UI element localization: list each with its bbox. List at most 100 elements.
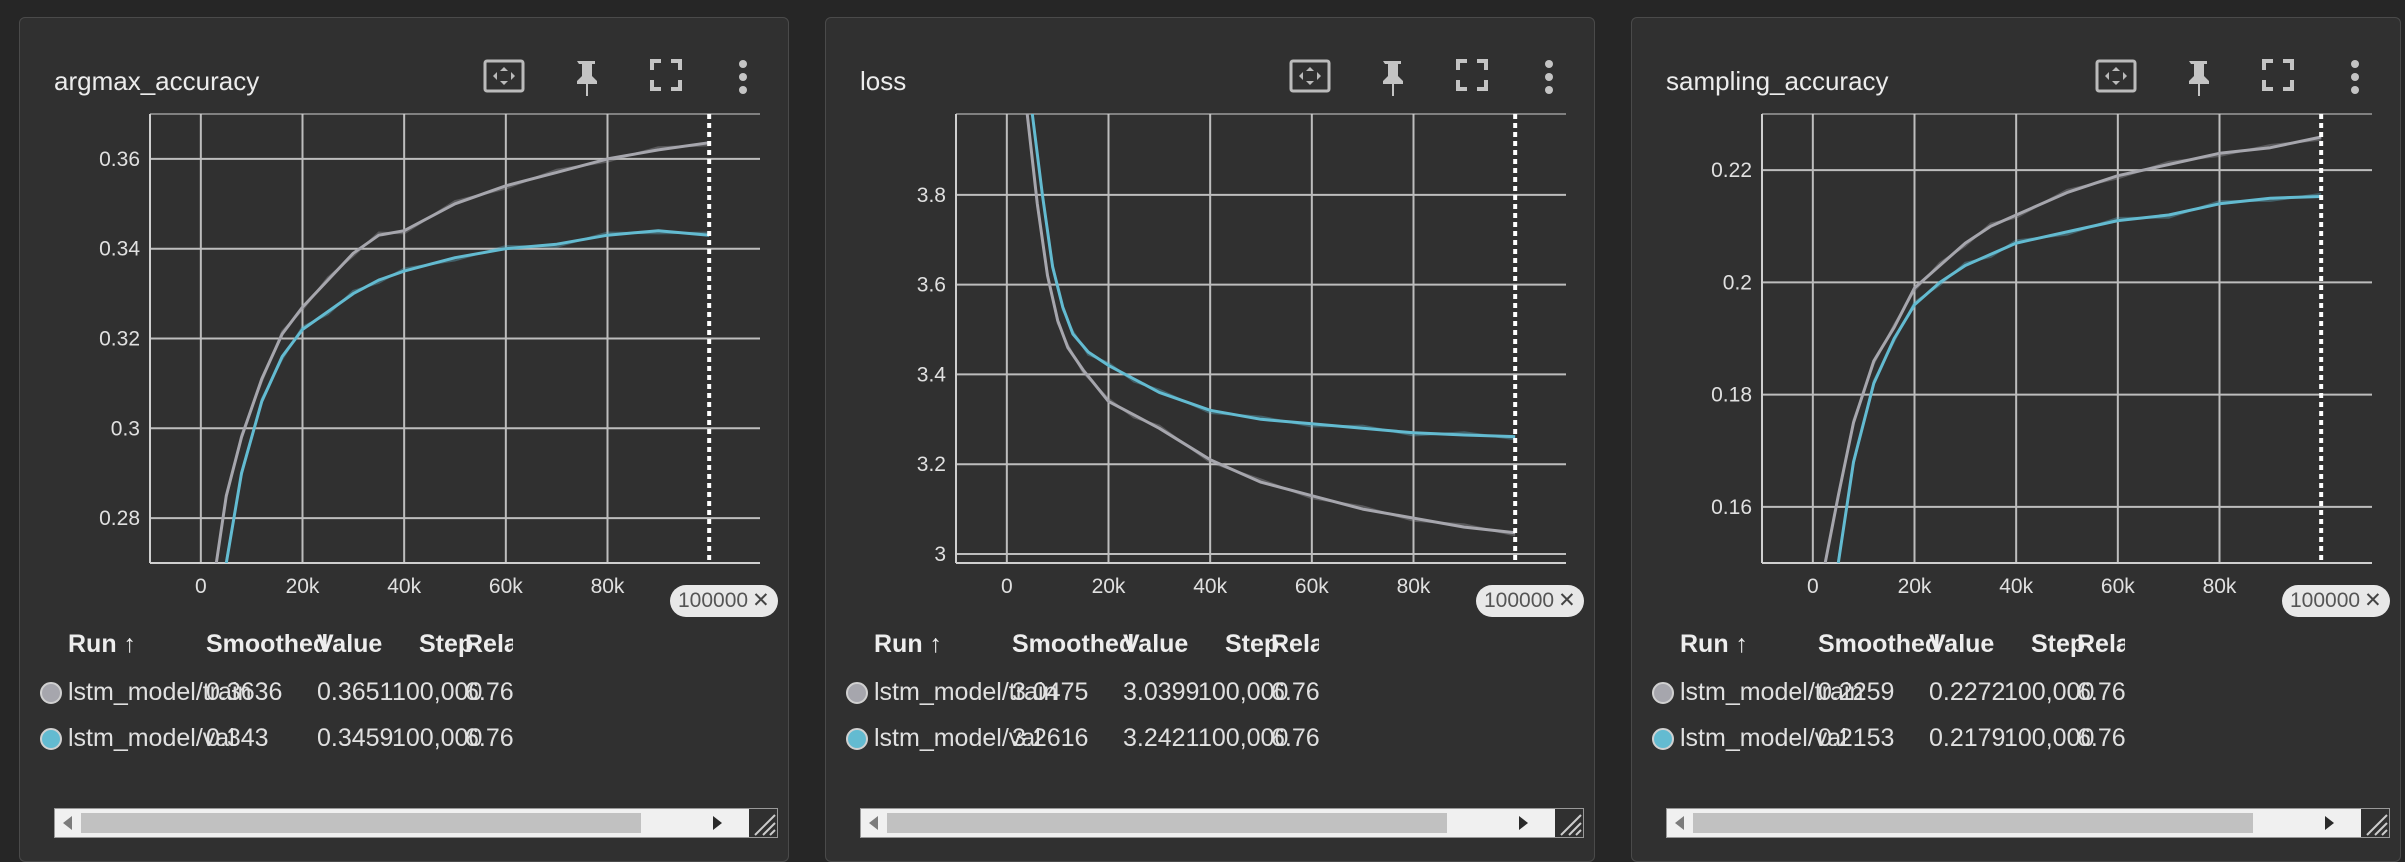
scroll-left-icon[interactable] [1675, 816, 1684, 830]
relative-value: 6.76 [465, 724, 513, 752]
series-line [1823, 135, 2322, 563]
relative-value: 6.76 [1271, 678, 1319, 706]
fit-domain-icon[interactable] [482, 58, 526, 94]
col-header-relative[interactable]: Relative [2077, 630, 2125, 658]
run-color-swatch[interactable] [1652, 728, 1674, 750]
scroll-left-icon[interactable] [63, 816, 72, 830]
col-header-smoothed[interactable]: Smoothed [1818, 630, 1941, 658]
chart-card: loss 0 20k 40k 60k 80k 3 3.2 3.4 3.6 3.8 100000 ✕ Run… [825, 17, 1595, 862]
y-tick-label: 0.2 [1723, 271, 1752, 294]
col-header-relative-clip: Relative [1271, 630, 1319, 670]
col-header-step[interactable]: Step [1225, 630, 1280, 658]
series-line [1025, 114, 1516, 535]
line-chart: 0 20k 40k 60k 80k 3 3.2 3.4 3.6 3.8 [917, 113, 1566, 598]
chart-title: sampling_accuracy [1666, 66, 1889, 96]
x-tick-label: 80k [2203, 575, 2237, 598]
run-color-swatch[interactable] [846, 682, 868, 704]
col-header-step[interactable]: Step [2031, 630, 2086, 658]
pin-icon[interactable] [2180, 58, 2216, 98]
table-resize-handle-icon[interactable] [1555, 809, 1583, 837]
step-chip[interactable]: 100000 ✕ [670, 585, 778, 617]
x-tick-label: 20k [286, 575, 320, 598]
close-icon[interactable]: ✕ [1558, 589, 1576, 612]
pin-icon[interactable] [568, 58, 604, 98]
scrollbar-thumb[interactable] [1693, 813, 2253, 833]
y-tick-label: 3.2 [917, 453, 946, 476]
run-color-swatch[interactable] [40, 682, 62, 704]
scroll-right-icon[interactable] [713, 816, 722, 830]
y-tick-label: 3.4 [917, 363, 947, 386]
line-chart: 0 20k 40k 60k 80k 0.16 0.18 0.2 0.22 [1711, 113, 2372, 598]
raw-value: 3.0399 [1123, 678, 1200, 706]
run-name: lstm_model/val [874, 724, 1041, 752]
more-vert-icon[interactable] [736, 58, 750, 96]
scrollbar-thumb[interactable] [887, 813, 1447, 833]
step-value: 100,000 [392, 678, 483, 706]
horizontal-scrollbar[interactable] [1666, 808, 2390, 838]
col-header-value[interactable]: Value [1929, 630, 1995, 658]
table-resize-handle-icon[interactable] [2361, 809, 2389, 837]
step-value: 100,000 [2004, 678, 2095, 706]
pin-icon[interactable] [1374, 58, 1410, 98]
relative-value: 6.76 [2077, 724, 2125, 752]
x-tick-label: 80k [591, 575, 625, 598]
more-vert-icon[interactable] [2348, 58, 2362, 96]
fit-domain-icon[interactable] [1288, 58, 1332, 94]
fullscreen-icon[interactable] [2261, 58, 2295, 92]
y-tick-label: 0.28 [99, 507, 140, 530]
scroll-left-icon[interactable] [869, 816, 878, 830]
horizontal-scrollbar[interactable] [54, 808, 778, 838]
smoothed-value: 0.2259 [1818, 678, 1895, 706]
x-tick-label: 60k [489, 575, 523, 598]
x-tick-label: 0 [195, 575, 207, 598]
scrollbar-thumb[interactable] [81, 813, 641, 833]
scroll-right-icon[interactable] [2325, 816, 2334, 830]
relative-value: 6.76 [465, 678, 513, 706]
x-tick-label: 40k [387, 575, 421, 598]
step-chip[interactable]: 100000 ✕ [2282, 585, 2390, 617]
raw-value: 0.3651 [317, 678, 394, 706]
series-line [1836, 195, 2322, 563]
scroll-right-icon[interactable] [1519, 816, 1528, 830]
horizontal-scrollbar[interactable] [860, 808, 1584, 838]
run-name: lstm_model/val [1680, 724, 1847, 752]
col-header-value[interactable]: Value [1123, 630, 1189, 658]
fit-domain-icon[interactable] [2094, 58, 2138, 94]
col-header-relative[interactable]: Relative [465, 630, 513, 658]
x-tick-label: 0 [1807, 575, 1819, 598]
relative-value-clip: 6.76 [1271, 724, 1319, 764]
series-raw-line [215, 144, 710, 563]
col-header-run[interactable]: Run ↑ [874, 630, 943, 658]
chart-card: sampling_accuracy 0 20k 40k 60k 80k 0.16 0.18 0.… [1631, 17, 2401, 862]
col-header-value[interactable]: Value [317, 630, 383, 658]
y-tick-label: 0.18 [1711, 384, 1752, 407]
run-name: lstm_model/train [68, 678, 252, 706]
fullscreen-icon[interactable] [1455, 58, 1489, 92]
series-raw-line [1026, 114, 1516, 537]
run-color-swatch[interactable] [1652, 682, 1674, 704]
col-header-smoothed[interactable]: Smoothed [1012, 630, 1135, 658]
step-chip[interactable]: 100000 ✕ [1476, 585, 1584, 617]
run-color-swatch[interactable] [40, 728, 62, 750]
col-header-step[interactable]: Step [419, 630, 474, 658]
series-raw-line [1837, 192, 2322, 561]
step-chip-label: 100000 [2290, 589, 2361, 612]
x-tick-label: 80k [1397, 575, 1431, 598]
col-header-run[interactable]: Run ↑ [1680, 630, 1749, 658]
close-icon[interactable]: ✕ [2364, 589, 2382, 612]
table-resize-handle-icon[interactable] [749, 809, 777, 837]
run-color-swatch[interactable] [846, 728, 868, 750]
step-value: 100,000 [1198, 678, 1289, 706]
line-chart: 0 20k 40k 60k 80k 0.28 0.3 0.32 0.34 0.36 [99, 113, 760, 598]
series-line [1030, 114, 1516, 439]
fullscreen-icon[interactable] [649, 58, 683, 92]
col-header-relative[interactable]: Relative [1271, 630, 1319, 658]
relative-value-clip: 6.76 [465, 724, 513, 764]
more-vert-icon[interactable] [1542, 58, 1556, 96]
relative-value: 6.76 [1271, 724, 1319, 752]
col-header-smoothed[interactable]: Smoothed [206, 630, 329, 658]
chart-card: argmax_accuracy 0 20k 40k 60k 80k 0.28 0.3 0.32 0… [19, 17, 789, 862]
col-header-run[interactable]: Run ↑ [68, 630, 137, 658]
close-icon[interactable]: ✕ [752, 589, 770, 612]
smoothed-value: 3.2616 [1012, 724, 1089, 752]
